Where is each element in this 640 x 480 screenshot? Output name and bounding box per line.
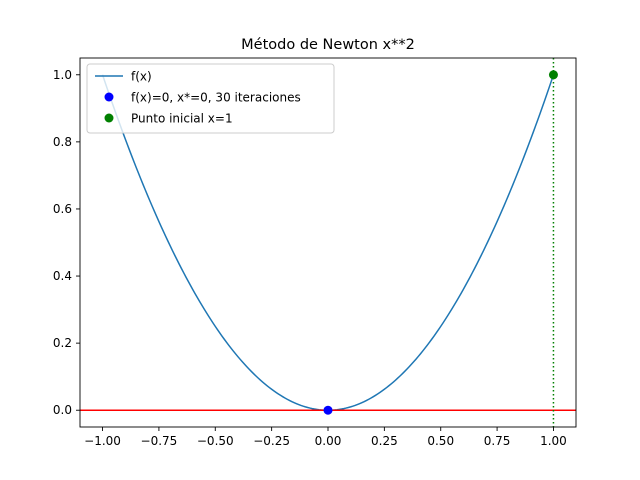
x-tick-label: 0.25 (371, 434, 398, 448)
y-tick-label: 0.0 (53, 403, 72, 417)
initial-point (548, 70, 558, 80)
legend-label: f(x)=0, x*=0, 30 iteraciones (131, 91, 301, 105)
plot-area (80, 58, 576, 427)
x-tick-label: 0.50 (427, 434, 454, 448)
x-tick-label: −1.00 (84, 434, 121, 448)
x-tick-label: 1.00 (540, 434, 567, 448)
y-tick-label: 0.8 (53, 135, 72, 149)
legend-label: Punto inicial x=1 (131, 112, 233, 126)
legend-box (86, 63, 335, 134)
legend-swatch-point (104, 113, 114, 123)
x-tick-label: −0.50 (197, 434, 234, 448)
y-tick-label: 0.2 (53, 336, 72, 350)
x-tick-label: 0.75 (484, 434, 511, 448)
y-tick-label: 0.6 (53, 202, 72, 216)
x-tick-label: −0.75 (141, 434, 178, 448)
x-tick-label: 0.00 (315, 434, 342, 448)
root-point (323, 405, 333, 415)
x-tick-label: −0.25 (253, 434, 290, 448)
legend: f(x) f(x)=0, x*=0, 30 iteraciones Punto in… (86, 63, 335, 134)
axes: −1.00 −0.75 −0.50 −0.25 0.00 0.25 0.50 0.75 1.00… (53, 57, 577, 448)
chart-title: Método de Newton x**2 (241, 37, 415, 53)
y-tick-label: 1.0 (53, 68, 72, 82)
legend-swatch-point (104, 92, 114, 102)
y-tick-label: 0.4 (53, 269, 72, 283)
legend-label: f(x) (131, 70, 152, 84)
